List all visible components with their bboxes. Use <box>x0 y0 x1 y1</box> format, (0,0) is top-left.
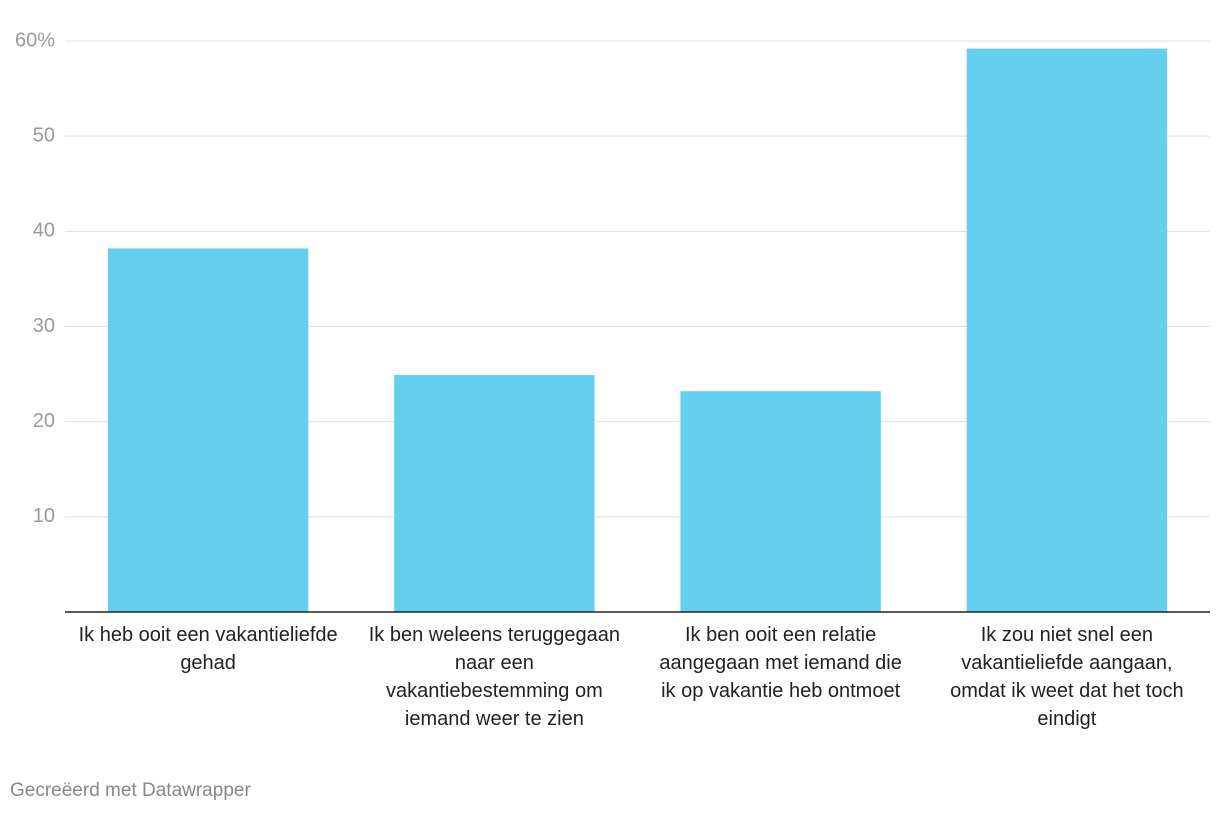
y-tick-label: 50 <box>33 124 55 146</box>
x-tick-label: Ik ben weleens teruggegaan naar een vaka… <box>368 624 621 730</box>
y-tick-label: 20 <box>33 410 55 432</box>
bar <box>394 375 595 612</box>
x-tick-label: Ik zou niet snel een vakantieliefde aang… <box>950 624 1184 730</box>
y-tick-label: 10 <box>33 505 55 527</box>
credit: Gecreëerd met Datawrapper <box>10 780 251 801</box>
x-tick-label: Ik heb ooit een vakantieliefde gehad <box>78 624 338 674</box>
x-tick-label: Ik ben ooit een relatie aangegaan met ie… <box>659 624 902 702</box>
y-tick-label: 30 <box>33 315 55 337</box>
bar <box>680 391 881 612</box>
y-tick-label: 60% <box>15 29 55 51</box>
bar <box>966 48 1168 612</box>
bar <box>107 248 309 613</box>
y-tick-label: 40 <box>33 220 55 242</box>
